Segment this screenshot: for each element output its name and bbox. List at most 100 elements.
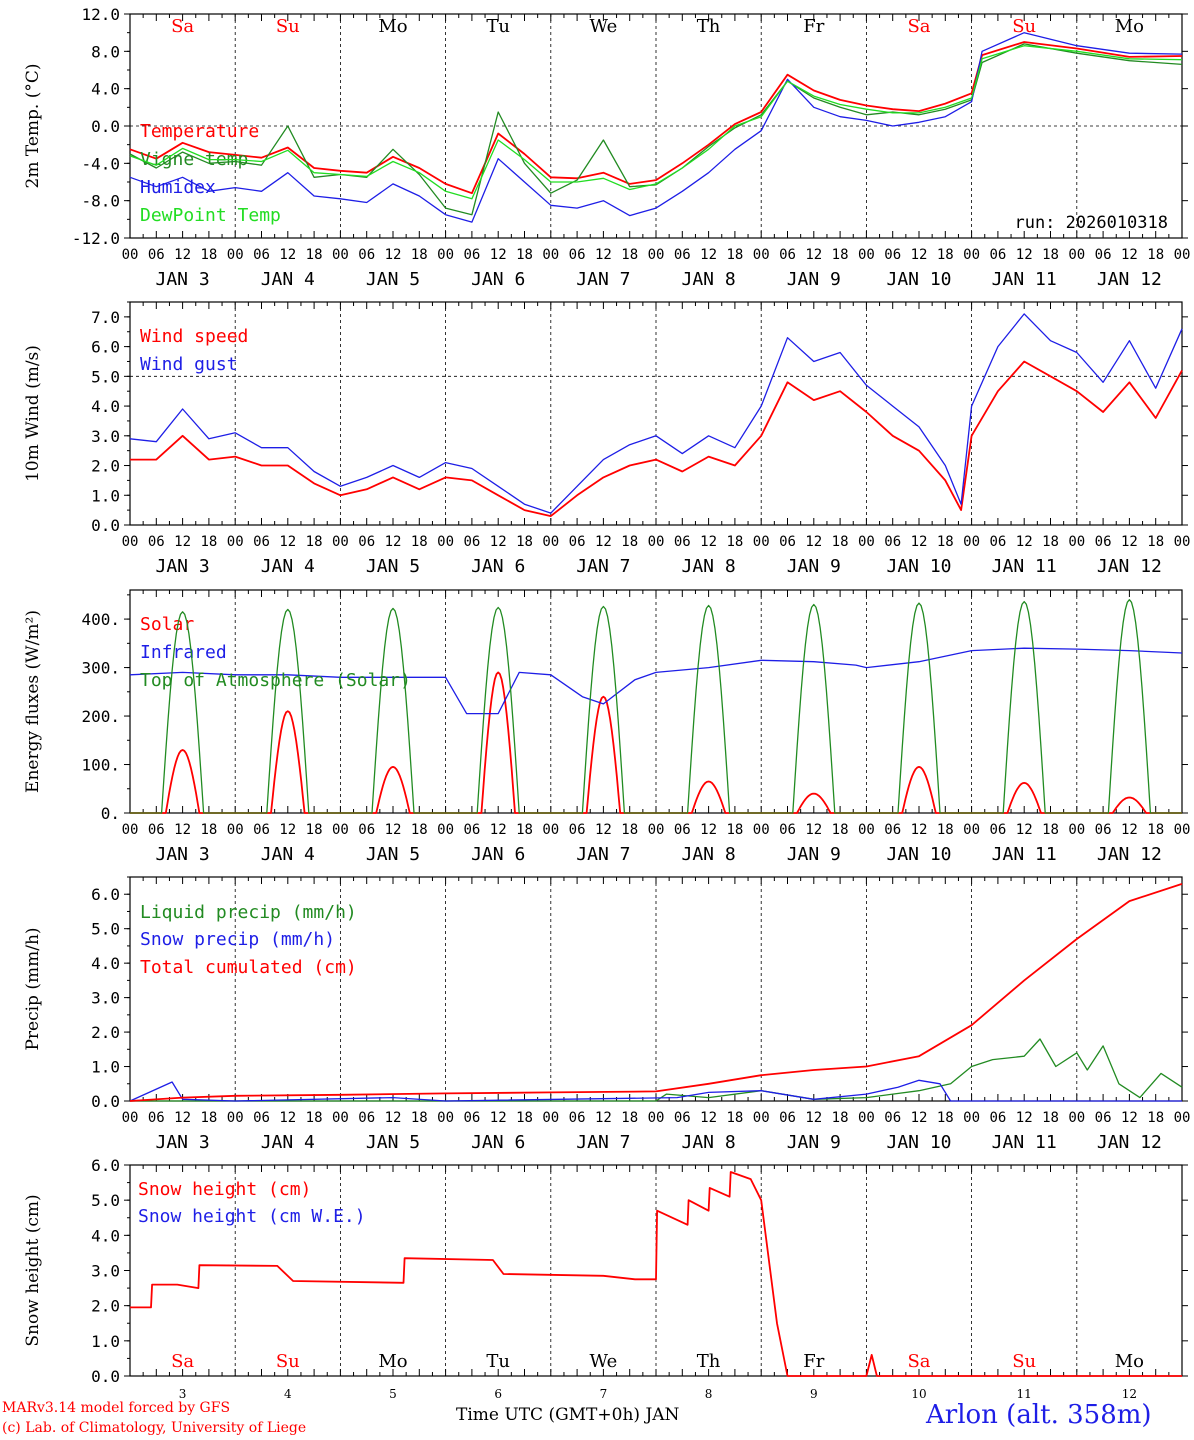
- hour-tick-label: 00: [437, 247, 454, 263]
- hour-tick-label: 18: [516, 1110, 533, 1126]
- hour-tick-label: 18: [726, 247, 743, 263]
- hour-tick-label: 06: [989, 534, 1006, 550]
- hour-tick-label: 18: [200, 247, 217, 263]
- hour-tick-label: 12: [279, 247, 296, 263]
- hour-tick-label: 12: [1016, 534, 1033, 550]
- hour-tick-label: 06: [358, 247, 375, 263]
- hour-tick-label: 06: [884, 247, 901, 263]
- day-number-label: 5: [389, 1387, 397, 1401]
- hour-tick-label: 00: [858, 534, 875, 550]
- hour-tick-label: 12: [279, 822, 296, 838]
- hour-tick-label: 00: [332, 822, 349, 838]
- hour-tick-label: 12: [174, 822, 191, 838]
- hour-tick-label: 00: [332, 1110, 349, 1126]
- weekday-label: Su: [1012, 1351, 1036, 1372]
- hour-tick-label: 06: [569, 534, 586, 550]
- legend-wind-speed: Wind speed: [140, 326, 248, 347]
- hour-tick-label: 18: [411, 1110, 428, 1126]
- weekday-label: We: [590, 1351, 618, 1372]
- day-label: JAN 6: [471, 1132, 525, 1153]
- hour-tick-label: 06: [1095, 534, 1112, 550]
- day-label: JAN 10: [886, 1132, 951, 1153]
- series-line-top-of-atmosphere-solar-: [130, 599, 1182, 814]
- hour-tick-label: 12: [1016, 247, 1033, 263]
- weekday-label: Su: [1012, 16, 1036, 37]
- hour-tick-label: 18: [937, 247, 954, 263]
- weekday-label: Mo: [378, 1351, 407, 1372]
- day-label: JAN 4: [261, 269, 315, 290]
- y-tick-label: 2.0: [91, 457, 120, 476]
- day-label: JAN 4: [261, 1132, 315, 1153]
- hour-tick-label: 06: [779, 822, 796, 838]
- y-tick-label: 12.0: [81, 5, 120, 24]
- day-label: JAN 10: [886, 269, 951, 290]
- panel-frame-2: [129, 589, 1183, 814]
- day-label: JAN 6: [471, 556, 525, 577]
- weekday-label: Tu: [486, 1351, 510, 1372]
- day-label: JAN 10: [886, 844, 951, 865]
- hour-tick-label: 12: [1121, 534, 1138, 550]
- y-tick-label: 300.: [81, 659, 120, 678]
- hour-tick-label: 06: [989, 247, 1006, 263]
- weekday-label: Tu: [486, 16, 510, 37]
- hour-tick-label: 12: [385, 534, 402, 550]
- hour-tick-label: 00: [437, 1110, 454, 1126]
- hour-tick-label: 00: [753, 1110, 770, 1126]
- hour-tick-label: 00: [753, 247, 770, 263]
- hour-tick-label: 00: [542, 1110, 559, 1126]
- day-label: JAN 8: [682, 269, 736, 290]
- hour-tick-label: 00: [122, 247, 139, 263]
- y-tick-label: 3.0: [91, 427, 120, 446]
- y-axis-label: Snow height (cm): [23, 1194, 43, 1346]
- hour-tick-label: 00: [1068, 822, 1085, 838]
- day-label: JAN 12: [1097, 844, 1162, 865]
- hour-tick-label: 12: [911, 247, 928, 263]
- hour-tick-label: 06: [674, 247, 691, 263]
- hour-tick-label: 12: [279, 1110, 296, 1126]
- hour-tick-label: 00: [1068, 534, 1085, 550]
- hour-tick-label: 18: [832, 822, 849, 838]
- hour-tick-label: 00: [122, 822, 139, 838]
- hour-tick-label: 00: [542, 822, 559, 838]
- legend-temperature: Temperature: [140, 121, 259, 142]
- day-label: JAN 8: [682, 556, 736, 577]
- day-number-label: 11: [1017, 1387, 1032, 1401]
- legend-humidex: Humidex: [140, 177, 216, 198]
- weekday-label: Fr: [803, 16, 824, 37]
- y-tick-label: 2.0: [91, 1023, 120, 1042]
- hour-tick-label: 18: [516, 534, 533, 550]
- weekday-label: Th: [697, 1351, 721, 1372]
- y-tick-label: 400.: [81, 610, 120, 629]
- hour-tick-label: 00: [542, 247, 559, 263]
- hour-tick-label: 06: [463, 1110, 480, 1126]
- day-label: JAN 4: [261, 844, 315, 865]
- day-label: JAN 3: [156, 556, 210, 577]
- day-label: JAN 7: [576, 844, 630, 865]
- day-number-label: 3: [179, 1387, 187, 1401]
- y-tick-label: -8.0: [81, 192, 120, 211]
- hour-tick-label: 18: [1147, 247, 1164, 263]
- hour-tick-label: 00: [1174, 247, 1191, 263]
- hour-tick-label: 06: [989, 822, 1006, 838]
- series-line-liquid-precip-mm-h-: [130, 1038, 1183, 1102]
- hour-tick-label: 12: [700, 1110, 717, 1126]
- hour-tick-label: 18: [516, 247, 533, 263]
- y-tick-label: 0.0: [91, 1092, 120, 1111]
- hour-tick-label: 18: [200, 1110, 217, 1126]
- hour-tick-label: 18: [306, 1110, 323, 1126]
- y-tick-label: 6.0: [91, 1156, 120, 1175]
- y-tick-label: 4.0: [91, 397, 120, 416]
- day-number-label: 9: [810, 1387, 818, 1401]
- legend-snow-precip-mm-h-: Snow precip (mm/h): [140, 929, 335, 950]
- hour-tick-label: 12: [1121, 247, 1138, 263]
- series-line-vigne-temp: [129, 43, 1183, 216]
- y-tick-label: 3.0: [91, 989, 120, 1008]
- hour-tick-label: 12: [805, 822, 822, 838]
- legend-top-of-atmosphere-solar-: Top of Atmosphere (Solar): [140, 670, 411, 691]
- day-number-label: 10: [911, 1387, 926, 1401]
- hour-tick-label: 06: [674, 1110, 691, 1126]
- legend-vigne-temp: Vigne temp: [140, 149, 248, 170]
- hour-tick-label: 12: [174, 247, 191, 263]
- weekday-label: Th: [697, 16, 721, 37]
- series-line-humidex: [129, 32, 1183, 223]
